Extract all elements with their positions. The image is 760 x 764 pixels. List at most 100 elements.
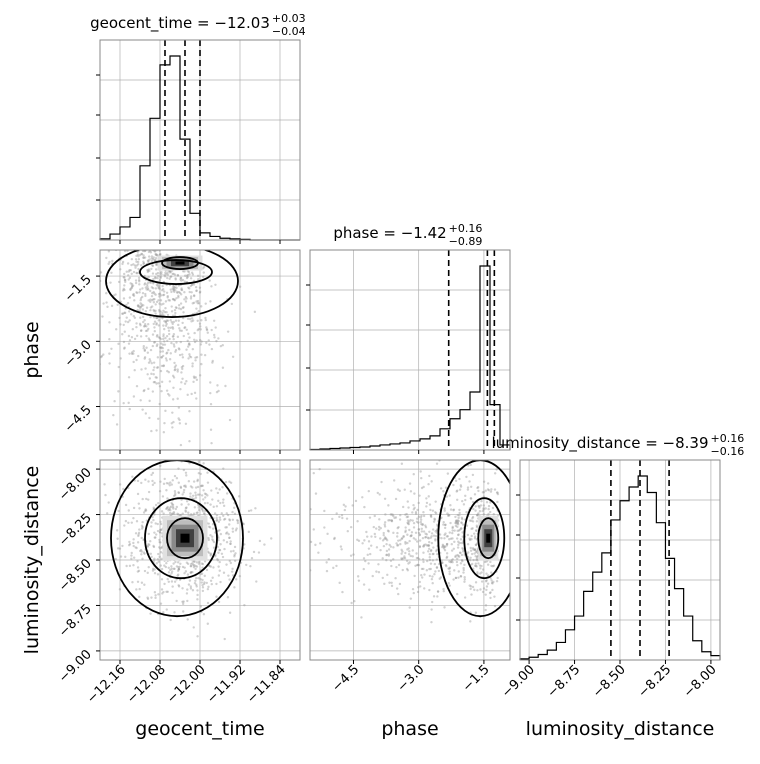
scatter-point bbox=[481, 509, 484, 513]
scatter-point bbox=[142, 320, 145, 324]
scatter-point bbox=[408, 520, 411, 523]
scatter-point bbox=[429, 514, 433, 517]
scatter-point bbox=[150, 555, 153, 559]
scatter-point bbox=[172, 562, 175, 565]
scatter-point bbox=[428, 474, 431, 478]
scatter-point bbox=[181, 493, 184, 496]
scatter-point bbox=[412, 473, 415, 476]
scatter-point bbox=[400, 557, 404, 561]
scatter-point bbox=[105, 256, 108, 260]
scatter-point bbox=[149, 612, 152, 615]
scatter-point bbox=[158, 402, 161, 406]
scatter-point bbox=[147, 480, 150, 483]
scatter-point bbox=[475, 557, 479, 560]
scatter-point bbox=[154, 250, 157, 253]
scatter-point bbox=[232, 549, 235, 553]
scatter-point bbox=[421, 558, 425, 561]
scatter-point bbox=[168, 332, 171, 336]
scatter-point bbox=[194, 494, 198, 497]
scatter-point bbox=[226, 513, 230, 517]
scatter-point bbox=[186, 270, 190, 273]
scatter-point bbox=[458, 541, 461, 545]
scatter-point bbox=[386, 529, 390, 532]
scatter-point bbox=[222, 571, 226, 574]
scatter-point bbox=[436, 590, 440, 593]
scatter-point bbox=[154, 253, 158, 256]
scatter-point bbox=[469, 463, 472, 467]
scatter-point bbox=[128, 242, 130, 244]
scatter-point bbox=[399, 514, 402, 517]
scatter-point bbox=[464, 498, 467, 502]
scatter-point bbox=[174, 348, 178, 352]
scatter-point bbox=[449, 504, 452, 507]
scatter-point bbox=[173, 308, 177, 312]
scatter-point bbox=[189, 571, 192, 574]
scatter-point bbox=[122, 297, 126, 300]
scatter-point bbox=[451, 561, 454, 564]
scatter-point bbox=[429, 536, 432, 540]
scatter-point bbox=[166, 497, 169, 500]
scatter-point bbox=[480, 499, 483, 503]
scatter-point bbox=[450, 560, 453, 563]
scatter-point bbox=[235, 527, 238, 530]
scatter-point bbox=[179, 387, 182, 391]
scatter-point bbox=[156, 366, 160, 369]
scatter-point bbox=[146, 329, 149, 332]
scatter-point bbox=[471, 515, 475, 519]
scatter-point bbox=[131, 327, 135, 331]
scatter-point bbox=[406, 521, 409, 524]
scatter-point bbox=[172, 288, 176, 291]
scatter-point bbox=[471, 517, 474, 520]
scatter-point bbox=[206, 471, 209, 474]
scatter-point bbox=[159, 528, 162, 532]
scatter-point bbox=[414, 512, 418, 515]
scatter-point bbox=[127, 509, 130, 512]
scatter-point bbox=[200, 581, 203, 584]
scatter-point bbox=[177, 585, 181, 588]
scatter-point bbox=[167, 329, 171, 332]
scatter-point bbox=[180, 288, 183, 291]
scatter-point bbox=[477, 489, 480, 493]
density-block bbox=[180, 533, 190, 543]
scatter-point bbox=[229, 550, 233, 553]
scatter-point bbox=[215, 339, 218, 343]
scatter-point bbox=[409, 518, 412, 522]
scatter-point bbox=[127, 521, 130, 524]
scatter-point bbox=[203, 512, 206, 516]
scatter-point bbox=[405, 559, 409, 563]
scatter-point bbox=[195, 339, 198, 342]
scatter-point bbox=[203, 574, 206, 578]
scatter-point bbox=[411, 511, 414, 514]
scatter-point bbox=[142, 256, 146, 260]
scatter-point bbox=[222, 467, 225, 470]
scatter-point bbox=[192, 301, 196, 304]
scatter-point bbox=[205, 327, 209, 331]
scatter-point bbox=[125, 303, 128, 307]
scatter-point bbox=[443, 507, 446, 510]
scatter-point bbox=[162, 333, 165, 336]
scatter-point bbox=[413, 492, 416, 495]
scatter-point bbox=[388, 519, 391, 522]
scatter-point bbox=[418, 533, 421, 537]
scatter-point bbox=[401, 505, 405, 509]
scatter-point bbox=[301, 544, 303, 546]
scatter-point bbox=[408, 606, 411, 609]
scatter-point bbox=[254, 507, 257, 510]
scatter-point bbox=[484, 489, 487, 492]
contour-level-1 bbox=[166, 517, 204, 560]
scatter-point bbox=[200, 484, 204, 487]
scatter-point bbox=[422, 510, 425, 514]
scatter-point bbox=[155, 322, 158, 325]
scatter-point bbox=[158, 287, 161, 291]
scatter-point bbox=[160, 578, 164, 581]
scatter-point bbox=[380, 480, 383, 484]
scatter-point bbox=[188, 439, 191, 443]
scatter-point bbox=[160, 588, 164, 591]
scatter-point bbox=[323, 526, 326, 529]
scatter-point bbox=[144, 310, 148, 313]
scatter-point bbox=[126, 301, 130, 305]
scatter-point bbox=[194, 359, 197, 362]
scatter-point bbox=[169, 319, 172, 322]
scatter-point bbox=[137, 263, 140, 266]
scatter-point bbox=[468, 480, 471, 483]
